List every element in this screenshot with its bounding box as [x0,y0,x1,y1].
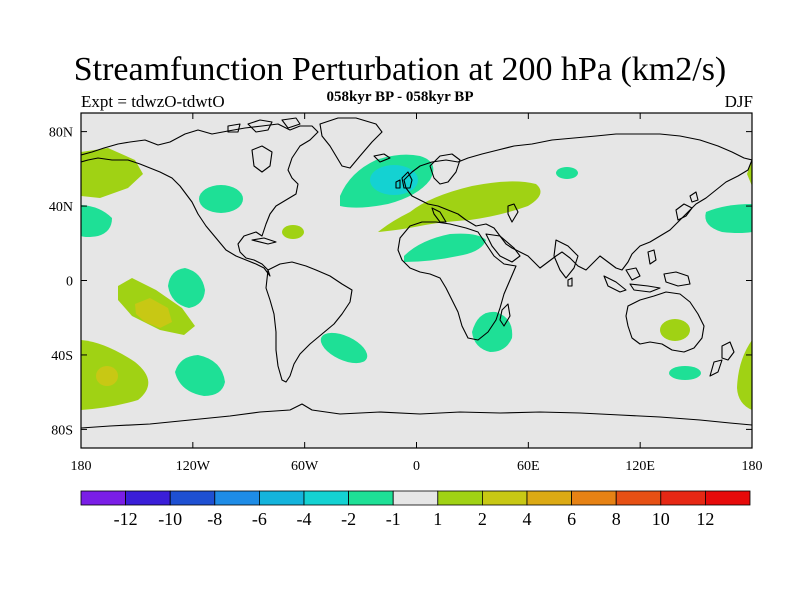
colorbar-box [705,490,751,506]
coastline-antarctica [81,403,752,429]
colorbar-label: 10 [652,509,670,529]
anomaly-region-neg [81,205,112,237]
coastline-australia [625,291,705,353]
coastline-india [553,239,579,279]
anomaly-region-neg [669,366,701,380]
x-tick-label: 60E [517,459,540,474]
colorbar-box [125,490,171,506]
colorbar-box [660,490,706,506]
colorbar-box [214,490,260,506]
colorbar-box [526,490,572,506]
coastline-british-isles [395,171,413,189]
coastline-philippines [647,249,657,265]
anomaly-region-neg [705,204,752,233]
anomaly-region-neg [404,233,486,262]
coastline-indonesia [603,267,691,293]
colorbar: -12 -10 -8 -6 -4 -2 -1 1 2 4 6 8 10 12 [80,490,751,529]
anomaly-region-pos [282,225,304,239]
coastline-greenland [319,117,383,169]
colorbar-label: 12 [696,509,714,529]
anomaly-region-neg [175,355,225,396]
anomaly-region-neg [168,268,205,308]
colorbar-label: -4 [297,509,312,529]
y-tick-label: 0 [66,275,73,290]
colorbar-label: -6 [252,509,267,529]
colorbar-box [169,490,216,506]
coastline-north-america [81,123,319,277]
coastline-caspian [507,203,519,223]
plot-title: Streamfunction Perturbation at 200 hPa (… [73,51,727,88]
coastline-madagascar [499,303,511,327]
coastline-arctic-islands [227,117,301,133]
coastline-scandinavia [429,153,461,185]
colorbar-box [392,490,439,506]
colorbar-label: 2 [478,509,487,529]
colorbar-box [258,490,305,506]
y-tick-label: 80N [49,126,73,141]
colorbar-box [481,490,528,506]
y-tick-label: 40N [49,200,73,215]
anomaly-region-pos [135,298,172,328]
colorbar-label: 1 [433,509,442,529]
coastline-eurasia [403,133,752,271]
colorbar-label: -10 [158,509,182,529]
anomaly-fields [81,148,752,410]
anomaly-region-neg [199,185,243,213]
coastline-south-america [265,261,353,383]
anomaly-region-neg [320,332,368,364]
x-tick-label: 180 [71,459,92,474]
colorbar-label: 4 [523,509,532,529]
plot-subtitle: 058kyr BP - 058kyr BP [326,89,474,105]
colorbar-label: 8 [612,509,621,529]
colorbar-label: -12 [114,509,138,529]
anomaly-region-pos [660,319,690,341]
x-tick-label: 0 [413,459,420,474]
colorbar-box [348,490,394,506]
anomaly-region-pos [378,181,541,232]
colorbar-label: -2 [341,509,356,529]
anomaly-region-pos [96,366,118,386]
x-tick-label: 120E [625,459,655,474]
colorbar-label: 6 [567,509,576,529]
coastline-new-zealand [709,341,735,377]
coastline-africa [397,221,517,341]
x-tick-label: 120W [176,459,211,474]
coastline-japan [675,191,699,221]
colorbar-box [437,490,483,506]
y-tick-label: 40S [51,349,73,364]
anomaly-region-neg [472,311,513,352]
coastline-italy [431,207,447,223]
coastline-hudson-bay [251,145,273,173]
colorbar-box [571,490,617,506]
anomaly-region-neg [370,165,418,195]
coastlines [81,117,752,429]
x-tick-label: 60W [291,459,319,474]
colorbar-box [80,490,126,506]
coastline-caribbean [251,237,277,245]
season-label: DJF [724,92,753,111]
coastline-sri-lanka [567,277,573,287]
y-tick-label: 80S [51,423,73,438]
colorbar-label: -8 [207,509,222,529]
coastline-iceland [373,153,391,163]
colorbar-box [303,490,349,506]
experiment-label: Expt = tdwzO-tdwtO [81,92,225,111]
anomaly-region-pos [747,160,752,186]
colorbar-box [615,490,662,506]
colorbar-label: -1 [386,509,401,529]
anomaly-region-neg [556,167,578,179]
axis-ticks: 180 120W 60W 0 60E 120E 180 80N 40N 0 40S 80S [49,113,763,474]
anomaly-region-pos [737,340,752,410]
x-tick-label: 180 [742,459,763,474]
coastline-arabia [485,233,521,263]
